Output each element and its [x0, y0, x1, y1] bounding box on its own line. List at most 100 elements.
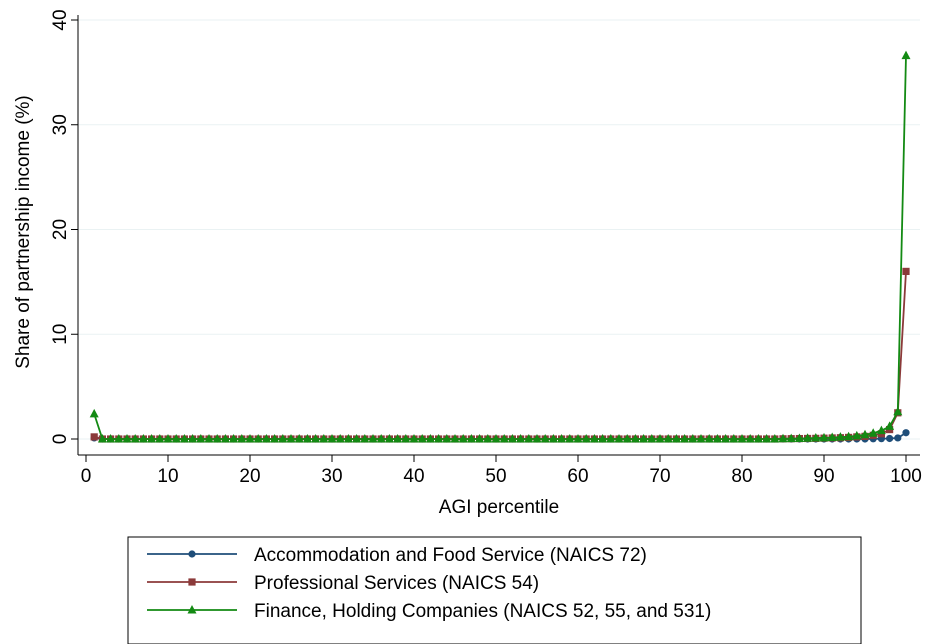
data-point — [548, 434, 558, 443]
data-point — [368, 434, 378, 443]
data-point — [803, 433, 813, 442]
data-point — [598, 434, 608, 443]
legend-box — [127, 536, 862, 644]
data-point — [458, 434, 468, 443]
data-point — [819, 432, 829, 442]
x-axis-title: AGI percentile — [439, 497, 559, 518]
data-point — [434, 434, 444, 443]
data-point — [885, 421, 895, 430]
data-point — [90, 433, 98, 441]
data-point — [188, 434, 198, 443]
data-point — [655, 434, 665, 443]
data-point — [893, 406, 903, 416]
data-point — [852, 430, 862, 440]
data-point — [606, 434, 616, 443]
x-tick-label: 100 — [890, 466, 922, 487]
data-point — [794, 433, 804, 442]
data-point — [688, 434, 698, 443]
data-point — [827, 432, 837, 442]
data-point — [737, 434, 747, 443]
data-point — [902, 429, 910, 437]
data-point — [335, 434, 345, 443]
data-point — [704, 434, 714, 443]
x-tick-label: 40 — [403, 466, 424, 487]
data-point — [220, 434, 230, 443]
data-point — [204, 434, 214, 443]
data-point — [106, 434, 116, 443]
data-point — [401, 434, 411, 443]
data-point — [122, 434, 132, 443]
data-point — [384, 434, 394, 443]
data-point — [343, 434, 353, 443]
data-point — [762, 434, 772, 443]
x-tick-label: 50 — [485, 466, 506, 487]
y-tick-label: 30 — [50, 114, 71, 135]
x-axis-ticks: 0 10 20 30 40 50 60 70 80 90 100 — [81, 455, 922, 487]
data-point — [886, 434, 894, 443]
data-point — [352, 434, 362, 443]
data-point — [786, 433, 796, 443]
data-point — [376, 434, 386, 443]
x-tick-label: 90 — [813, 466, 834, 487]
data-point — [540, 434, 550, 443]
data-point — [680, 434, 690, 443]
series-line — [93, 271, 907, 440]
data-point — [770, 434, 780, 443]
x-tick-label: 30 — [321, 466, 342, 487]
data-point — [507, 434, 517, 443]
y-tick-label: 10 — [50, 324, 71, 345]
data-point — [409, 434, 419, 443]
data-point — [270, 434, 280, 443]
data-point — [393, 434, 403, 443]
data-point — [902, 267, 910, 275]
data-point — [524, 434, 534, 443]
data-point — [187, 605, 197, 614]
data-point — [147, 434, 157, 443]
data-point — [663, 434, 673, 443]
data-point — [212, 434, 222, 443]
axes — [77, 15, 920, 456]
y-axis-ticks: 0 10 20 30 40 — [50, 9, 78, 444]
series-2 — [90, 267, 910, 443]
data-point — [753, 434, 763, 443]
series-line — [93, 55, 907, 440]
data-point — [237, 434, 247, 443]
x-tick-label: 20 — [239, 466, 260, 487]
series-1 — [90, 429, 910, 443]
data-point — [499, 434, 509, 443]
data-point — [614, 434, 624, 443]
data-point — [729, 434, 739, 443]
data-point — [483, 434, 493, 443]
data-point — [302, 434, 312, 443]
data-point — [261, 434, 271, 443]
data-point — [876, 425, 886, 435]
data-point — [868, 428, 878, 437]
x-tick-label: 80 — [731, 466, 752, 487]
data-point — [417, 434, 427, 443]
data-point — [712, 434, 722, 443]
y-tick-label: 40 — [50, 9, 71, 30]
data-point — [639, 434, 649, 443]
legend-label: Professional Services (NAICS 54) — [254, 573, 539, 594]
data-point — [811, 433, 821, 442]
legend-item-3: Finance, Holding Companies (NAICS 52, 55… — [147, 601, 711, 622]
data-point — [647, 434, 657, 443]
data-point — [565, 434, 575, 443]
data-point — [622, 434, 632, 443]
data-point — [171, 434, 181, 443]
y-tick-label: 20 — [50, 219, 71, 240]
data-point — [778, 433, 788, 443]
x-tick-label: 10 — [157, 466, 178, 487]
data-point — [97, 434, 107, 443]
y-tick-label: 0 — [50, 434, 71, 445]
data-point — [844, 431, 854, 441]
data-point — [245, 434, 255, 443]
data-point — [130, 434, 140, 443]
data-point — [475, 434, 485, 443]
data-point — [745, 434, 755, 443]
data-point — [229, 434, 239, 443]
data-point — [163, 434, 173, 443]
data-point — [425, 434, 435, 443]
data-point — [557, 434, 567, 443]
